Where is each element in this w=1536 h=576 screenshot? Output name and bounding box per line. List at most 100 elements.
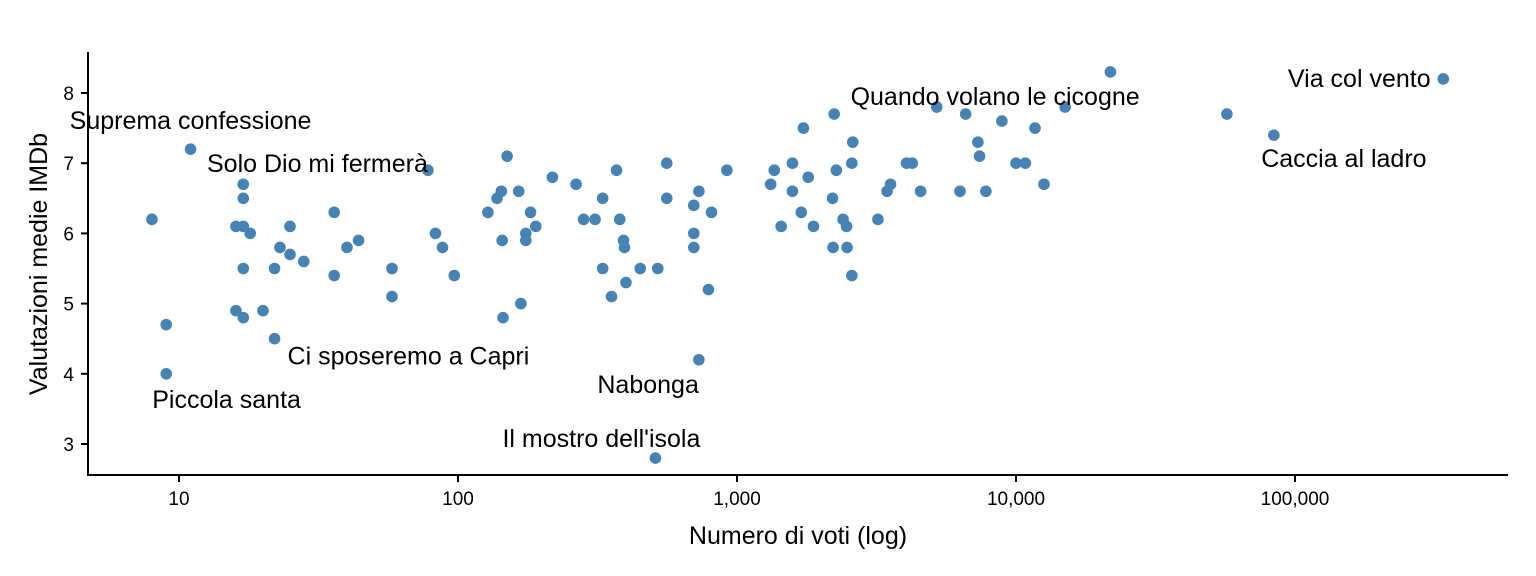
data-point xyxy=(501,150,513,162)
data-point xyxy=(795,206,808,219)
data-point xyxy=(693,185,705,198)
data-point xyxy=(797,122,810,134)
data-point xyxy=(827,241,839,254)
data-point xyxy=(954,185,966,198)
data-point xyxy=(914,185,927,198)
data-point xyxy=(705,206,718,219)
data-point xyxy=(846,157,858,169)
data-point xyxy=(146,213,158,226)
point-annotation: Via col vento xyxy=(1288,65,1431,93)
data-point xyxy=(1010,157,1022,169)
data-point xyxy=(807,220,820,233)
data-point xyxy=(160,318,173,331)
y-tick-label: 6 xyxy=(63,224,74,245)
data-point xyxy=(980,185,992,198)
data-point xyxy=(237,311,250,324)
data-point xyxy=(386,262,398,275)
data-point xyxy=(660,192,673,205)
data-point xyxy=(589,213,601,226)
y-axis-title: Valutazioni medie IMDb xyxy=(25,133,53,395)
data-point xyxy=(436,241,449,254)
point-annotation: Il mostro dell'isola xyxy=(502,425,700,453)
data-point xyxy=(973,150,986,162)
data-point xyxy=(613,213,626,226)
data-point xyxy=(341,241,353,254)
x-axis-title: Numero di voti (log) xyxy=(689,522,907,550)
data-point xyxy=(268,262,281,275)
data-point xyxy=(693,353,705,366)
data-point xyxy=(802,171,815,184)
data-point xyxy=(930,101,943,113)
data-point xyxy=(160,368,173,380)
data-point xyxy=(906,157,919,169)
data-point xyxy=(687,241,700,254)
data-point xyxy=(529,220,542,233)
data-point xyxy=(328,206,341,219)
data-point xyxy=(786,185,799,198)
data-point xyxy=(328,269,341,282)
data-point xyxy=(764,178,777,191)
data-point xyxy=(386,290,398,303)
annotations-layer: Suprema confessione Solo Dio mi fermerà Pi… xyxy=(70,65,1431,453)
data-point xyxy=(846,136,859,148)
y-tick-label: 8 xyxy=(63,84,74,105)
data-point xyxy=(1029,122,1041,134)
data-point xyxy=(828,108,840,120)
x-tick-label: 100,000 xyxy=(1261,489,1330,510)
data-point xyxy=(274,241,286,254)
x-tick-label: 100 xyxy=(442,489,474,510)
data-point xyxy=(1038,178,1050,191)
data-point xyxy=(524,206,537,219)
data-point xyxy=(268,332,281,345)
data-point xyxy=(702,283,715,296)
data-point xyxy=(605,290,618,303)
data-point xyxy=(422,164,434,177)
points-layer xyxy=(146,66,1450,464)
data-point xyxy=(972,136,984,148)
point-annotation: Ci sposeremo a Capri xyxy=(288,343,530,371)
data-point xyxy=(846,269,858,282)
point-annotation: Suprema confessione xyxy=(70,107,312,135)
data-point xyxy=(1019,157,1032,169)
data-point xyxy=(660,157,673,169)
data-point xyxy=(496,234,508,247)
data-point xyxy=(546,171,559,184)
data-point xyxy=(596,192,609,205)
data-point xyxy=(1059,101,1071,113)
data-point xyxy=(884,178,897,191)
data-point xyxy=(1104,66,1117,78)
data-point xyxy=(786,157,799,169)
data-point xyxy=(297,255,310,268)
point-annotation: Quando volano le cicogne xyxy=(851,83,1140,111)
data-point xyxy=(237,192,250,205)
y-tick-label: 5 xyxy=(63,295,74,316)
y-tick-label: 4 xyxy=(63,365,74,386)
data-point xyxy=(495,185,508,198)
data-point xyxy=(512,185,525,198)
data-point xyxy=(651,262,664,275)
data-point xyxy=(620,276,632,289)
y-tick-label: 7 xyxy=(63,154,74,175)
x-tick-label: 10 xyxy=(168,489,189,510)
data-point xyxy=(570,178,582,191)
data-point xyxy=(872,213,884,226)
data-point xyxy=(520,234,532,247)
data-point xyxy=(244,227,257,240)
x-tick-label: 10,000 xyxy=(987,489,1045,510)
data-point xyxy=(237,178,250,191)
y-axis-ticks: 3 4 5 6 7 8 xyxy=(63,84,88,456)
data-point xyxy=(482,206,494,219)
data-point xyxy=(237,262,250,275)
data-point xyxy=(1268,129,1280,141)
data-point xyxy=(649,452,662,464)
data-point xyxy=(610,164,623,177)
data-point xyxy=(721,164,733,177)
x-axis-ticks: 10 100 1,000 10,000 100,000 xyxy=(168,475,1329,510)
data-point xyxy=(826,192,839,205)
data-point xyxy=(687,199,700,212)
data-point xyxy=(840,220,853,233)
data-point xyxy=(687,227,700,240)
data-point xyxy=(184,143,197,155)
data-point xyxy=(497,311,509,324)
data-point xyxy=(618,241,631,254)
